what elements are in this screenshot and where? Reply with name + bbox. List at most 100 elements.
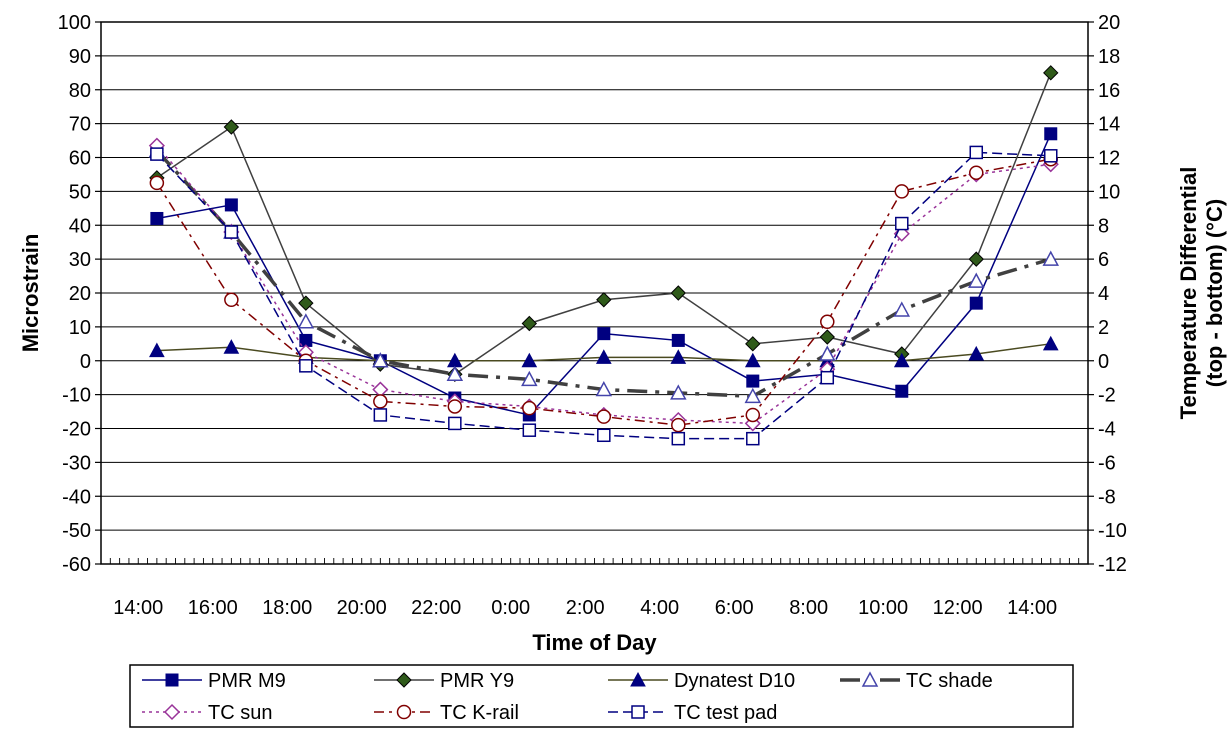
right-tick-label: 2 [1098,317,1109,339]
data-point [670,285,687,301]
data-point [968,251,984,267]
legend-marker [861,671,879,687]
legend-entries: PMR M9 PMR Y9 Dynatest D10 TC shade TC sun TC… [142,670,993,724]
x-tick-label: 6:00 [715,597,754,619]
right-tick-label: 0 [1098,351,1109,373]
data-point [297,313,315,329]
right-tick-label: 8 [1098,215,1109,237]
legend-label: Dynatest D10 [674,670,795,692]
data-point [968,272,985,288]
series-pmr-m9 [150,127,1058,422]
series-tc-shade [148,142,1060,404]
left-y-axis-title: Microstrain [18,234,43,353]
data-point [1042,335,1059,351]
legend-entry: TC test pad [608,702,777,724]
legend-entry: PMR M9 [142,670,286,692]
data-point [820,370,835,385]
left-tick-label: 80 [69,80,91,102]
x-tick-label: 2:00 [566,597,605,619]
data-point [969,145,984,160]
x-tick-label: 16:00 [188,597,238,619]
left-tick-label: 100 [58,12,91,34]
data-point [448,416,462,431]
left-tick-label: 10 [69,317,91,339]
data-point [150,211,164,225]
data-point [596,409,612,424]
left-y-axis: -60 -50 -40 -30 -20 -10 0 10 20 30 40 50 60 70 80 90 100 [58,12,101,576]
right-tick-label: 4 [1098,283,1109,305]
legend-marker [163,703,181,721]
data-point [223,339,240,354]
right-tick-label: -2 [1098,385,1116,407]
x-axis-ticks: 14:00 16:00 18:00 20:00 22:00 0:00 2:00 4:00 6:0… [100,558,1089,619]
right-tick-label: 6 [1098,249,1109,271]
left-tick-label: 70 [69,114,91,136]
data-point [968,345,985,361]
x-tick-label: 22:00 [411,597,461,619]
legend-marker [396,672,412,688]
data-point [745,336,761,352]
data-point [597,428,611,443]
left-tick-label: 30 [69,249,91,271]
legend-entry: PMR Y9 [374,670,514,692]
data-point [373,394,388,409]
right-tick-label: 20 [1098,12,1120,34]
data-point [521,370,538,387]
left-tick-label: 60 [69,148,91,170]
legend [129,664,1074,728]
legend-entry: TC shade [840,670,993,692]
series-line [156,133,1052,416]
data-point [298,295,314,311]
x-tick-label: 18:00 [262,597,312,619]
legend-label: PMR M9 [208,670,286,692]
legend-entry: TC K-rail [374,702,519,724]
data-point [670,384,687,400]
data-point [744,352,761,368]
data-point [373,408,388,422]
data-point [597,327,611,341]
right-tick-label: -4 [1098,419,1116,441]
right-tick-label: 16 [1098,80,1120,102]
data-point [895,216,909,231]
right-tick-label: 14 [1098,114,1120,136]
series-tc-test-pad [150,145,1058,446]
data-point [521,315,538,332]
legend-label: TC shade [906,670,993,692]
data-point [671,417,686,433]
left-tick-label: 40 [69,215,91,237]
x-axis-title: Time of Day [532,630,657,655]
data-point [1042,250,1060,266]
right-tick-label: 12 [1098,148,1120,170]
data-point [446,365,464,382]
legend-marker [396,704,412,720]
data-point [746,374,760,388]
data-point [820,314,835,330]
data-point [372,352,389,368]
data-point [744,387,762,404]
x-tick-label: 4:00 [640,597,679,619]
legend-marker [165,673,179,687]
data-point [894,184,910,199]
x-tick-label: 12:00 [933,597,983,619]
data-point [223,119,240,135]
data-point [670,349,687,364]
right-tick-label: 10 [1098,181,1120,203]
data-point [595,349,612,364]
legend-entry: Dynatest D10 [608,670,795,692]
data-point [895,384,909,398]
data-point [447,399,463,414]
x-tick-label: 20:00 [337,597,387,619]
data-point [1044,127,1058,141]
data-point [150,147,164,161]
left-tick-label: -30 [62,452,91,474]
data-point [671,333,685,347]
left-tick-label: -20 [62,419,91,441]
data-point [522,400,537,416]
left-tick-label: -50 [62,520,91,542]
data-point [299,359,313,373]
right-tick-label: -12 [1098,554,1127,576]
left-tick-label: 50 [69,181,91,203]
data-point [224,225,239,239]
legend-label: TC K-rail [440,702,519,724]
